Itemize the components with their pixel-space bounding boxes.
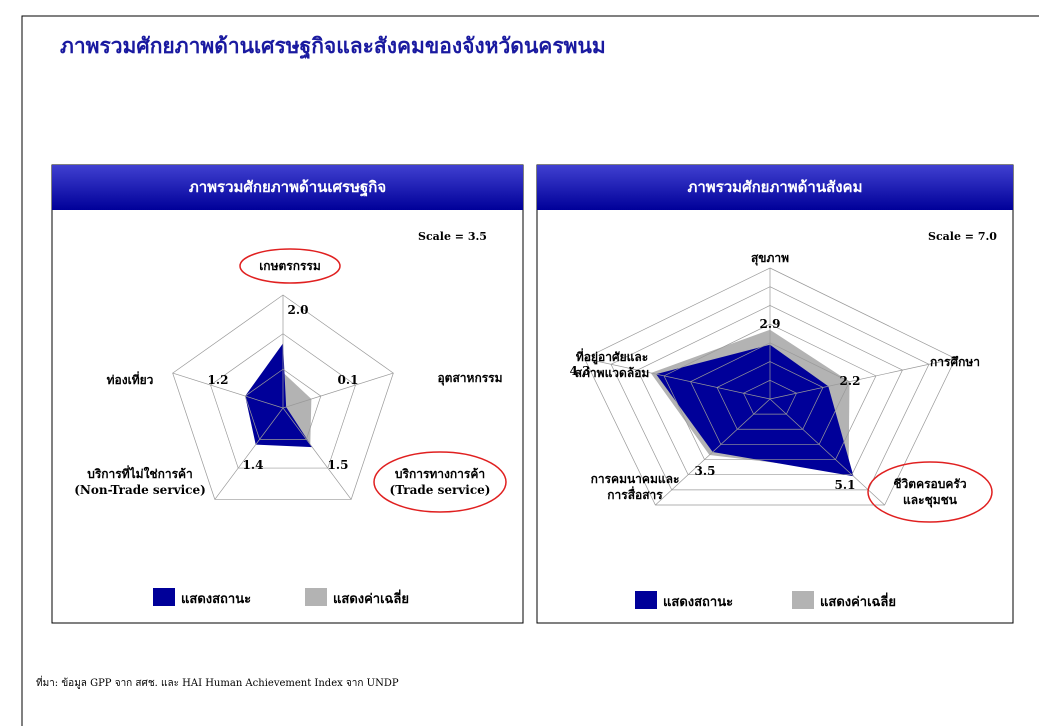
grid-ring [172,294,394,500]
axis-spoke [282,372,394,409]
axis-label: ท่องเที่ยว [106,373,154,387]
axis-label: สุขภาพ [750,251,790,265]
grid-ring [210,333,356,469]
slide-border [21,15,1039,726]
radar-area [656,344,854,477]
legend-label: แสดงสถานะ [181,592,252,607]
grid-ring [690,342,850,445]
radar-area [245,343,313,448]
value-label: 2.2 [839,374,861,388]
charts [153,267,956,609]
axis-label: ชีวิตครอบครัว และชุมชน [893,477,967,507]
legend-swatch [153,588,175,606]
axis-label: อุตสาหกรรม [437,371,503,385]
scale-label: Scale = 3.5 [418,230,487,243]
axis-label: ที่อยู่อาศัยและ สภาพแวดล้อม [574,350,650,380]
grid-ring [743,379,797,415]
panel-title: ภาพรวมศักยภาพด้านเศรษฐกิจ [52,165,523,210]
axis-label: การศึกษา [930,355,980,369]
axis-spoke [769,358,956,400]
value-label: 0.1 [337,373,359,387]
legend-swatch [635,591,657,609]
legend-swatch [305,588,327,606]
highlight-ellipse [373,451,507,513]
grid-ring [584,267,956,506]
grid-ring [716,361,824,430]
axis-label: การคมนาคมและ การสื่อสาร [590,472,680,502]
grid-ring [637,305,903,476]
panel-title: ภาพรวมศักยภาพด้านสังคม [537,165,1013,210]
highlight-ellipse [867,461,993,523]
grid-ring [244,368,322,440]
axis-spoke [214,407,284,500]
axis-label: บริการทางการค้า (Trade service) [389,467,491,497]
axis-label: เกษตรกรรม [259,259,321,273]
legend-label: แสดงค่าเฉลี่ย [820,595,896,610]
legend-swatch [792,591,814,609]
value-label: 3.5 [694,464,716,478]
grid-ring [610,286,930,491]
value-label: 1.5 [327,458,349,472]
axis-spoke [172,372,284,409]
axis-spoke [655,398,771,506]
legend-label: แสดงค่าเฉลี่ย [333,592,409,607]
value-label: 5.1 [834,478,856,492]
highlight-ellipse [239,248,341,284]
axis-spoke [769,398,885,506]
value-label: 1.2 [207,373,229,387]
legend-label: แสดงสถานะ [663,595,734,610]
page-title: ภาพรวมศักยภาพด้านเศรษฐกิจและสังคมของจังห… [60,33,606,58]
grid-ring [663,323,877,460]
axis-label: บริการที่ไม่ใช่การค้า (Non-Trade service… [74,467,206,497]
value-label: 2.9 [759,317,781,331]
scale-label: Scale = 7.0 [928,230,997,243]
value-label: 2.0 [287,303,309,317]
source-note: ที่มา: ข้อมูล GPP จาก สศช. และ HAI Human… [36,678,399,689]
value-label: 1.4 [242,458,264,472]
axis-spoke [584,358,771,400]
value-label: 4.3 [569,364,591,378]
axis-spoke [282,407,352,500]
